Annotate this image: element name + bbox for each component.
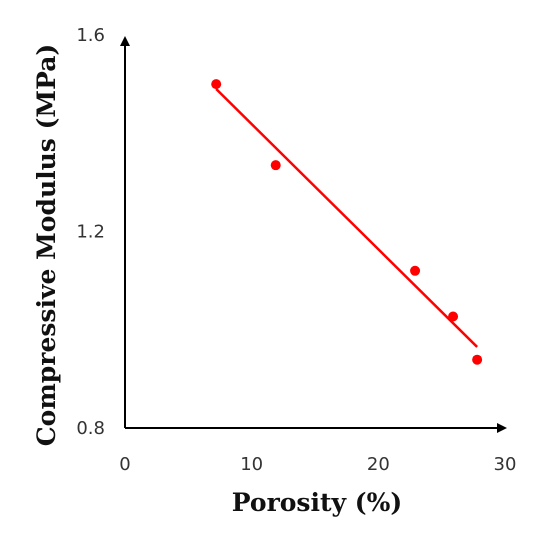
y-axis-title: Compressive Modulus (MPa) xyxy=(32,44,61,446)
x-tick-label: 0 xyxy=(119,454,130,475)
data-point xyxy=(472,354,483,365)
data-points xyxy=(211,79,483,365)
x-tick-labels: 0 10 20 30 xyxy=(119,454,516,475)
y-tick-label: 1.6 xyxy=(76,25,105,46)
x-tick-label: 20 xyxy=(367,454,390,475)
data-point xyxy=(410,265,421,276)
x-tick-label: 10 xyxy=(240,454,263,475)
trendline xyxy=(215,88,479,348)
y-tick-label: 1.2 xyxy=(76,222,105,243)
x-tick-label: 30 xyxy=(494,454,517,475)
x-axis-title: Porosity (%) xyxy=(232,488,402,517)
trendline-group xyxy=(215,88,479,348)
data-point xyxy=(448,311,459,322)
data-point xyxy=(211,79,222,90)
y-tick-label: 0.8 xyxy=(76,418,105,439)
y-tick-labels: 0.8 1.2 1.6 xyxy=(76,25,105,439)
data-point xyxy=(270,160,281,171)
